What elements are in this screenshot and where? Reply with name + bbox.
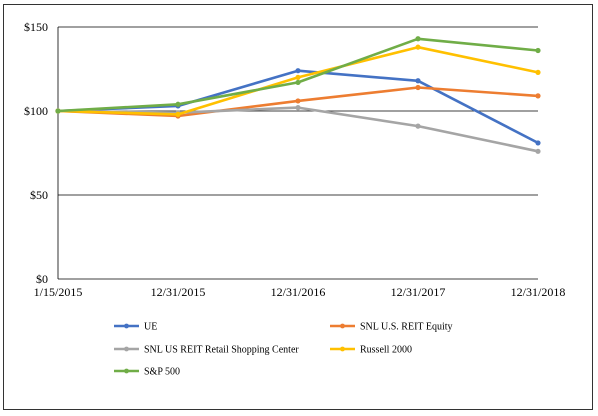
data-point (415, 84, 421, 91)
data-point (295, 79, 301, 86)
y-tick-label: $0 (36, 272, 48, 286)
data-point (535, 148, 541, 154)
legend-label: SNL U.S. REIT Equity (360, 322, 453, 333)
data-point (295, 74, 301, 80)
data-point (535, 69, 541, 75)
legend-label: SNL US REIT Retail Shopping Center (144, 345, 299, 356)
x-tick-label: 12/31/2017 (391, 285, 446, 299)
chart-frame (3, 4, 593, 410)
legend-marker (124, 323, 129, 329)
legend-marker (340, 323, 345, 329)
legend-marker (124, 346, 129, 352)
y-tick-label: $100 (24, 104, 48, 118)
x-tick-label: 12/31/2015 (151, 285, 206, 299)
data-point (535, 140, 541, 146)
x-tick-labels: 1/15/2015 12/31/2015 12/31/2016 12/31/2017 1… (34, 285, 566, 299)
data-point (295, 98, 301, 104)
legend: UE SNL U.S. REIT Equity SNL US REIT Retail… (114, 322, 453, 378)
data-point (55, 108, 61, 114)
x-tick-label: 12/31/2018 (511, 285, 566, 299)
data-point (535, 93, 541, 99)
legend-label: S&P 500 (144, 367, 180, 378)
data-point (175, 111, 181, 117)
y-tick-label: $50 (30, 188, 48, 202)
data-point (295, 105, 301, 111)
data-point (415, 78, 421, 84)
data-point (415, 44, 421, 50)
y-tick-label: $150 (24, 20, 48, 34)
data-point (415, 36, 421, 42)
series-lines (55, 36, 541, 154)
legend-marker (124, 368, 129, 374)
data-point (175, 101, 181, 107)
axes (57, 27, 538, 280)
data-point (415, 123, 421, 129)
legend-label: Russell 2000 (360, 345, 412, 356)
y-tick-labels: $0 $50 $100 $150 (24, 20, 48, 286)
x-tick-label: 1/15/2015 (34, 285, 83, 299)
data-point (535, 47, 541, 54)
legend-marker (340, 346, 345, 352)
x-tick-label: 12/31/2016 (271, 285, 326, 299)
legend-label: UE (144, 322, 157, 333)
data-point (295, 68, 301, 74)
